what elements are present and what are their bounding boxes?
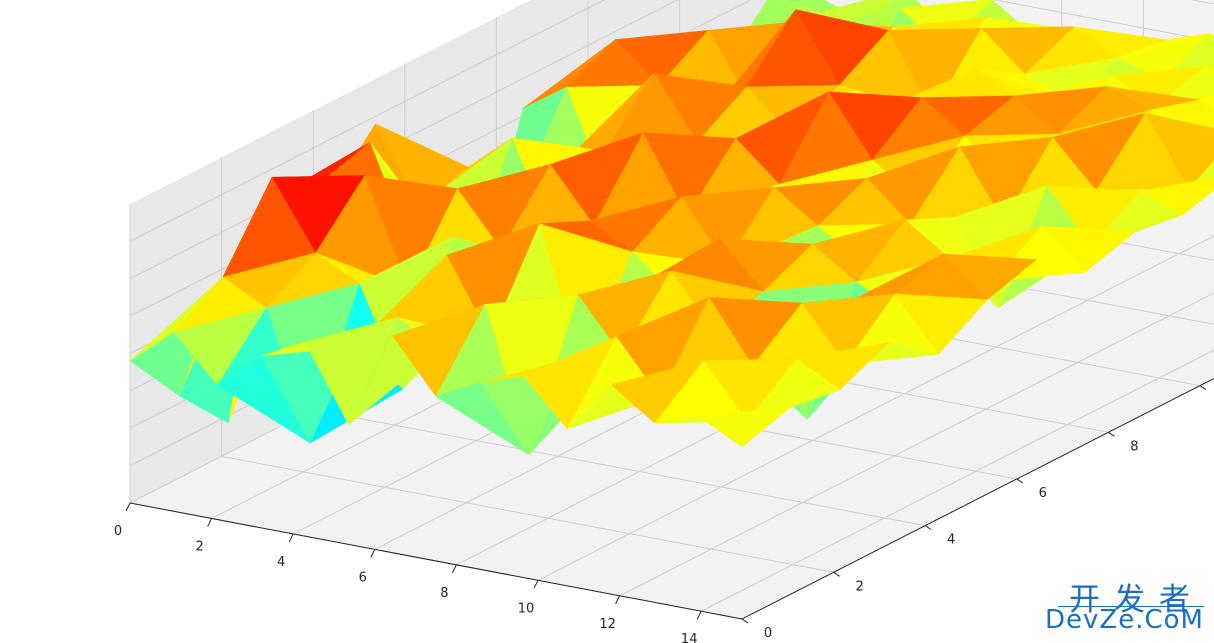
axes-ticks: 0246810121402468101214−0.75−0.50−0.250.0… (114, 377, 1214, 643)
gridline-z (129, 0, 679, 280)
x-tick-label: 8 (440, 586, 448, 601)
gridline-z (129, 0, 605, 242)
x-tick-label: 14 (681, 632, 698, 643)
surface-facet (1199, 95, 1214, 113)
x-tick (207, 518, 213, 527)
x-tick (615, 595, 621, 604)
watermark-chinese: 开发者 (1069, 582, 1204, 618)
x-tick-label: 10 (518, 601, 535, 616)
y-tick-label: 2 (855, 579, 863, 594)
x-tick (370, 549, 376, 558)
y-tick-label: 6 (1039, 486, 1047, 501)
y-tick (1108, 431, 1115, 437)
x-tick-label: 4 (277, 555, 285, 570)
x-tick (696, 610, 702, 620)
y-tick (1199, 385, 1207, 391)
gridline-x (700, 349, 1214, 612)
y-tick (833, 571, 840, 577)
y-axis-line (741, 377, 1214, 620)
y-tick-label: 4 (947, 533, 955, 548)
x-tick-label: 6 (359, 570, 367, 585)
y-tick (1016, 478, 1024, 484)
y-tick-label: 0 (764, 626, 772, 641)
gridline-x (619, 292, 1214, 597)
surface-mesh (129, 0, 1214, 456)
y-tick-label: 8 (1130, 439, 1138, 454)
x-tick (451, 564, 457, 574)
gridline-y (221, 455, 834, 573)
surface-facet (697, 406, 792, 448)
x-tick-label: 12 (599, 617, 616, 632)
watermark-divider (1058, 606, 1204, 607)
x-tick (125, 502, 131, 512)
gridline-x (537, 235, 1214, 581)
x-tick-label: 0 (114, 524, 122, 539)
gridline-y (313, 409, 926, 527)
x-axis-line (129, 502, 743, 620)
x-tick (288, 533, 294, 543)
watermark-latin: DevZe.CoM (1045, 605, 1204, 635)
x-tick-label: 2 (195, 539, 203, 554)
gridline-z (992, 0, 1214, 42)
y-tick (741, 618, 749, 624)
x-tick (533, 580, 539, 589)
y-tick (924, 525, 932, 531)
